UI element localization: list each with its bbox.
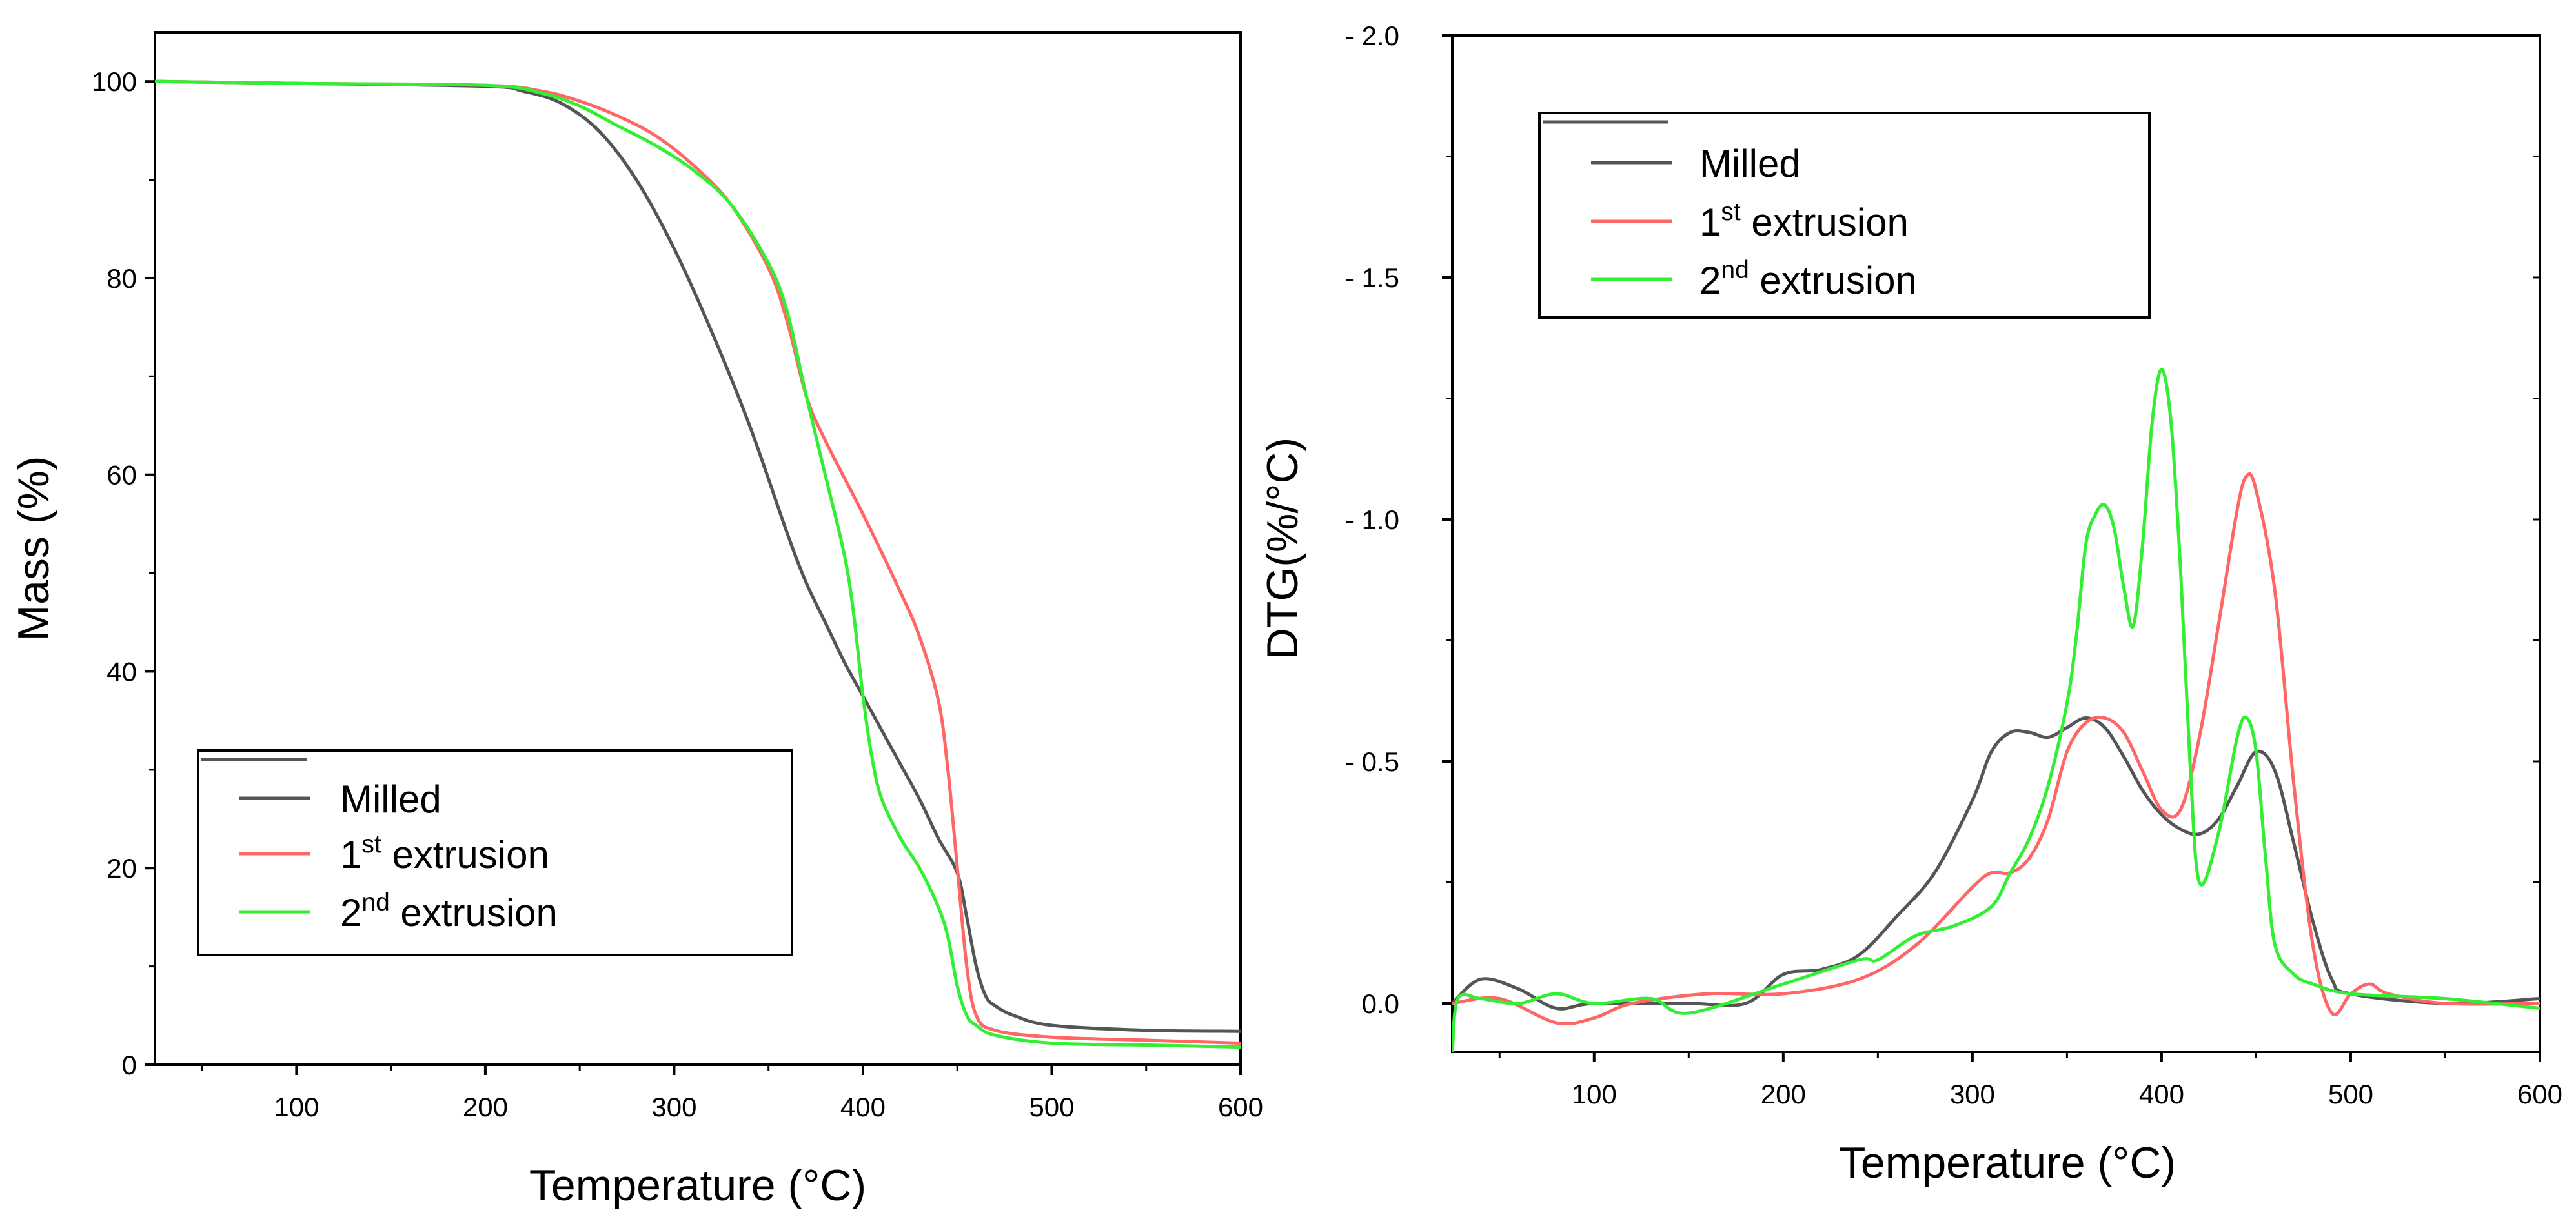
legend: Milled 1st extrusion 2nd extrusion [197,749,793,956]
x-axis-title: Temperature (°C) [529,1161,866,1210]
y-tick-label: 60 [106,460,137,490]
legend: Milled 1st extrusion 2nd extrusion [1538,112,2151,319]
legend-label: 2nd extrusion [1699,256,1917,302]
plot-frame [154,31,1242,1066]
x-axis-title: Temperature (°C) [1839,1138,2176,1187]
legend-box [197,749,793,956]
series-line-1st-extrusion [155,79,1241,1045]
y-tick-label: 100 [92,66,137,97]
y-tick-label: 0 [122,1050,137,1080]
series-line-2nd-extrusion [1452,368,2540,1052]
y-tick-label: - 2.0 [1345,21,1399,51]
y-axis-title: DTG(%/°C) [1258,438,1307,659]
legend-box [1538,112,2151,319]
x-tick-label: 200 [463,1092,508,1122]
series-line-2nd-extrusion [155,79,1241,1049]
y-tick-label: - 1.5 [1345,263,1399,293]
legend-label: Milled [1699,142,1801,185]
y-tick-label: 0.0 [1362,989,1399,1019]
chart-dtg: 100 200 300 400 500 600 0.0 - 0.5 - 1.0 - 1.5 - 2.… [1258,21,2562,1187]
legend-label: 1st extrusion [340,830,549,876]
x-tick-label: 300 [1950,1079,1995,1109]
series-line-milled [155,79,1241,1033]
x-tick-label: 600 [1218,1092,1263,1122]
y-tick-label: - 0.5 [1345,747,1399,777]
y-tick-label: - 1.0 [1345,505,1399,535]
x-tick-label: 600 [2517,1079,2562,1109]
y-axis-title: Mass (%) [9,456,58,641]
x-tick-label: 300 [651,1092,696,1122]
series-line-1st-extrusion [1452,472,2540,1026]
y-tick-label: 20 [106,853,137,883]
y-tick-label: 40 [106,656,137,687]
x-tick-label: 100 [1572,1079,1617,1109]
series-line-milled [1452,716,2540,1011]
chart-tga: 100 200 300 400 500 600 0 20 40 60 80 100 Temperatur… [9,31,1263,1210]
legend-label: 1st extrusion [1699,198,1909,244]
y-tick-label: 80 [106,263,137,294]
x-tick-label: 500 [1029,1092,1074,1122]
x-tick-label: 100 [274,1092,319,1122]
x-tick-label: 200 [1761,1079,1806,1109]
x-tick-label: 400 [840,1092,886,1122]
x-tick-label: 500 [2328,1079,2373,1109]
plot-frame [1451,34,2541,1053]
x-tick-label: 400 [2139,1079,2184,1109]
legend-label: Milled [340,778,441,821]
legend-label: 2nd extrusion [340,889,558,934]
